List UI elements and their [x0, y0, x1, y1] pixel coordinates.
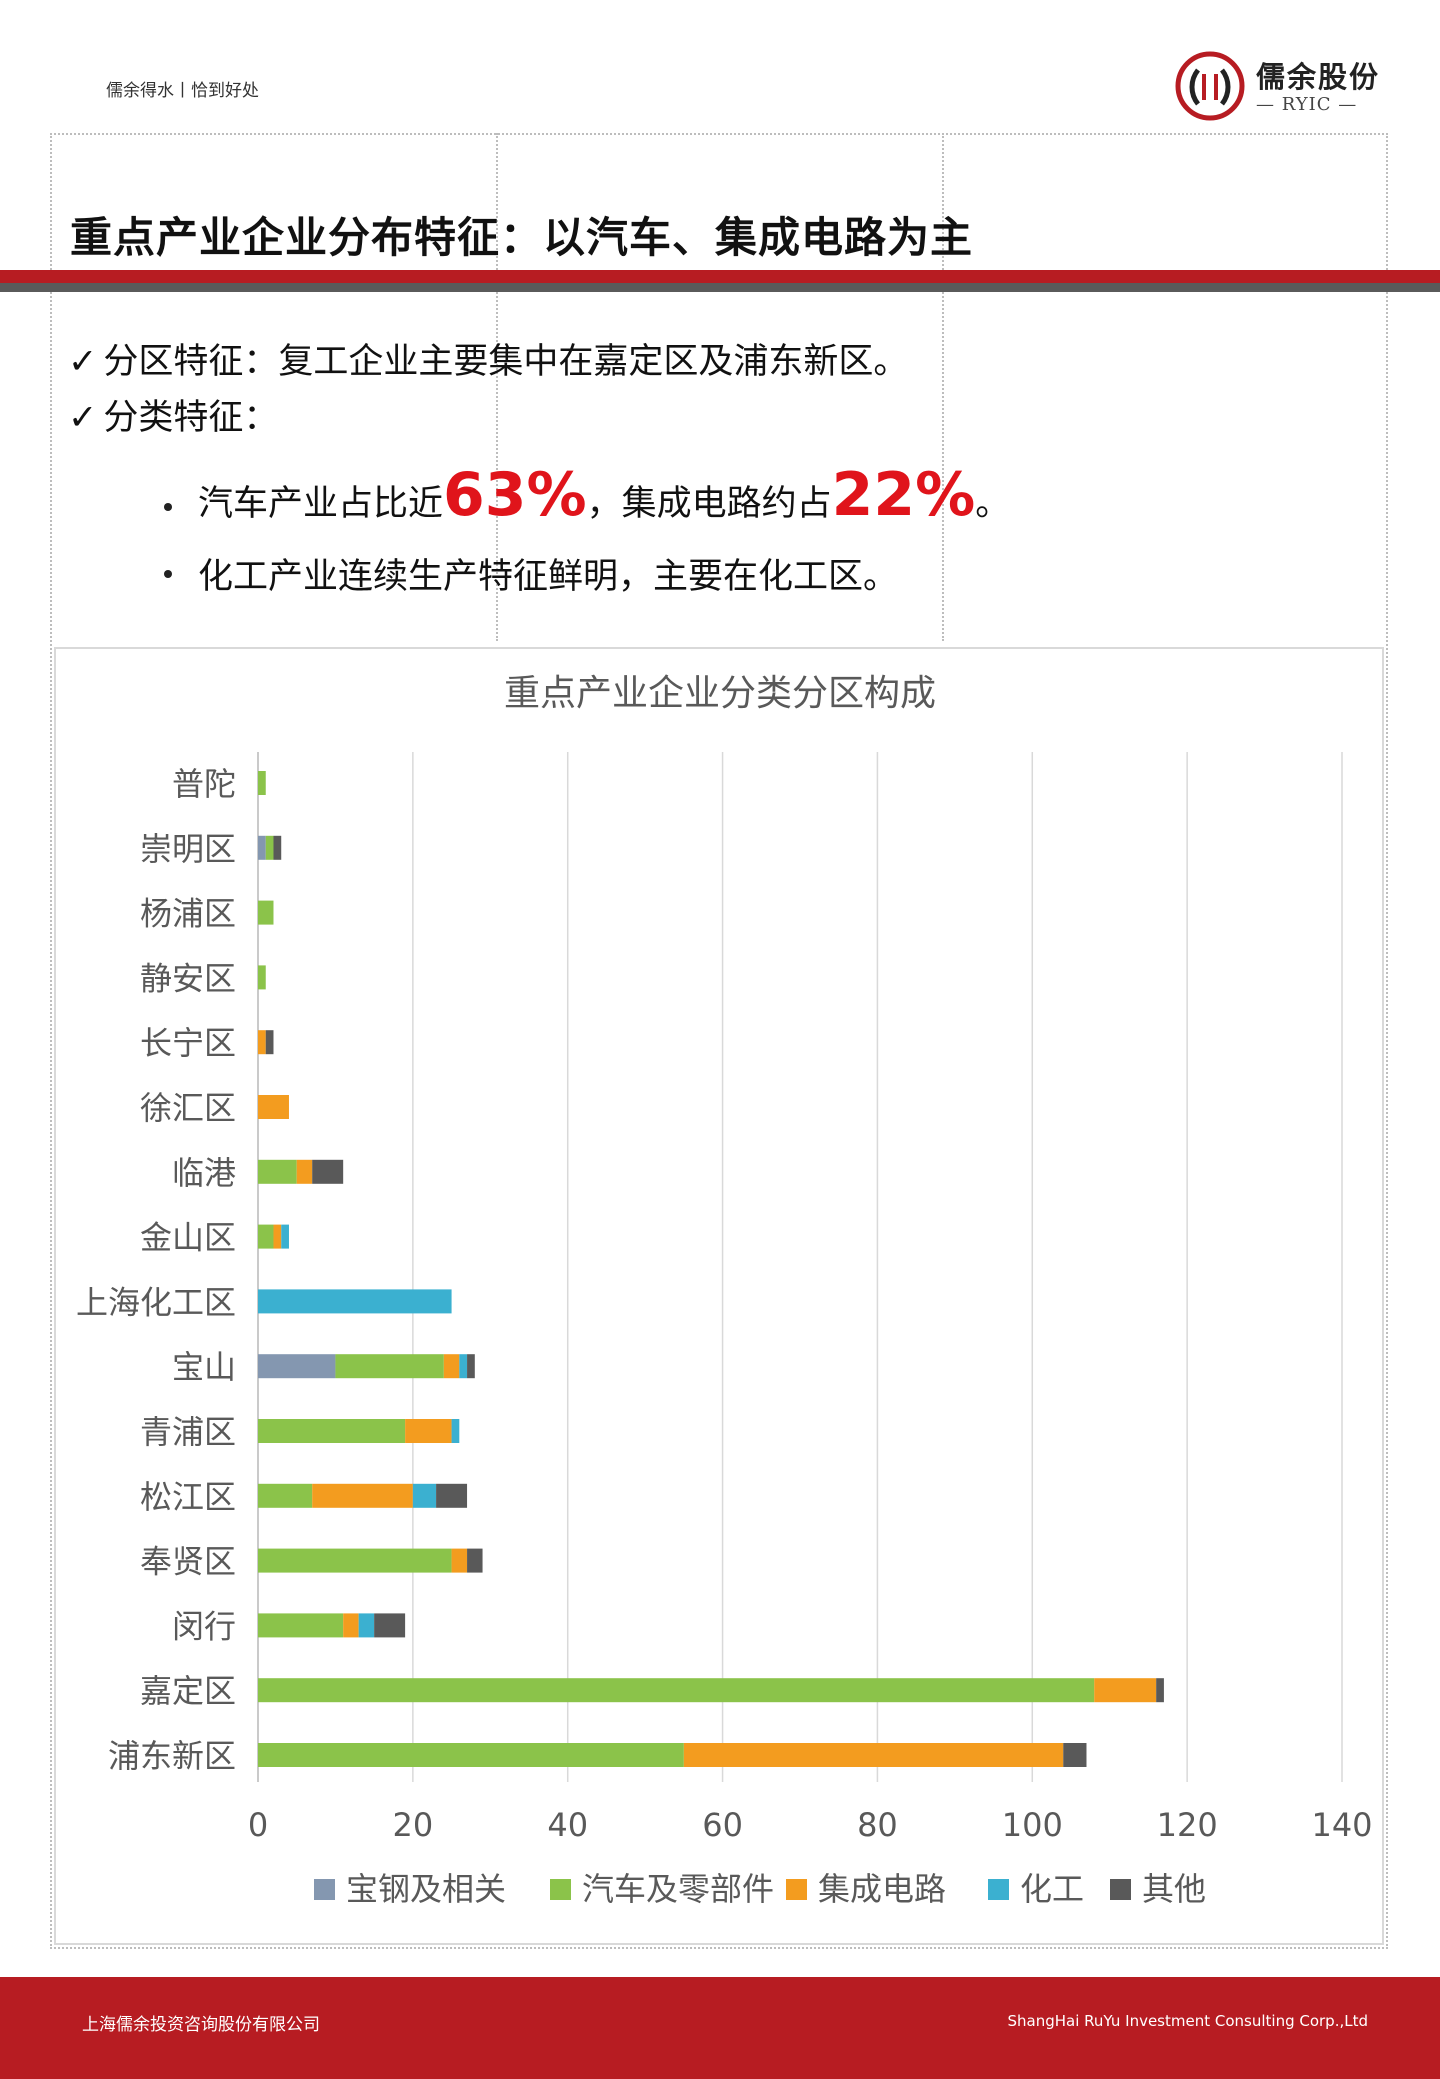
footer-company-english: ShangHai RuYu Investment Consulting Corp… [1007, 2012, 1368, 2030]
auto-share-highlight: 63% [443, 460, 587, 530]
bullet-text: 化工产业连续生产特征鲜明，主要在化工区。 [198, 557, 899, 597]
check-icon: ✓ [68, 342, 98, 382]
company-logo: 儒余股份 — RYIC — [1172, 48, 1392, 128]
tagline: 儒余得水丨恰到好处 [106, 81, 259, 101]
logo-subtitle: — RYIC — [1256, 94, 1358, 115]
guide-line [942, 133, 944, 641]
point-district: ✓ 分区特征：复工企业主要集中在嘉定区及浦东新区。 [68, 333, 908, 384]
page-title: 重点产业企业分布特征：以汽车、集成电路为主 [70, 213, 974, 262]
chart-title: 重点产业企业分类分区构成 [503, 673, 936, 714]
bullet-icon [164, 503, 172, 511]
footer-company-name: 上海儒余投资咨询股份有限公司 [82, 2015, 320, 2035]
footer: 上海儒余投资咨询股份有限公司 ShangHai RuYu Investment … [0, 1977, 1440, 2079]
bullet-chemical: 化工产业连续生产特征鲜明，主要在化工区。 [198, 548, 898, 599]
chart-frame [54, 647, 1384, 1945]
bullet-text: 汽车产业占比近 [198, 484, 444, 524]
bullet-auto-ic: 汽车产业占比近63%，集成电路约占22%。 [198, 460, 1010, 530]
bullet-text: ，集成电路约占 [586, 484, 832, 524]
point-district-text: 分区特征：复工企业主要集中在嘉定区及浦东新区。 [103, 342, 909, 382]
point-category: ✓ 分类特征： [68, 389, 278, 440]
bullet-icon [164, 570, 172, 578]
title-underline-red [0, 270, 1440, 283]
guide-line [496, 133, 498, 641]
content-frame [50, 133, 1388, 1949]
logo-name: 儒余股份 [1256, 60, 1381, 94]
ic-share-highlight: 22% [831, 460, 976, 530]
title-underline-grey [0, 283, 1440, 292]
point-category-text: 分类特征： [103, 398, 279, 438]
check-icon: ✓ [68, 398, 98, 438]
bullet-text: 。 [975, 484, 1011, 524]
logo-emblem-icon [1175, 51, 1245, 121]
